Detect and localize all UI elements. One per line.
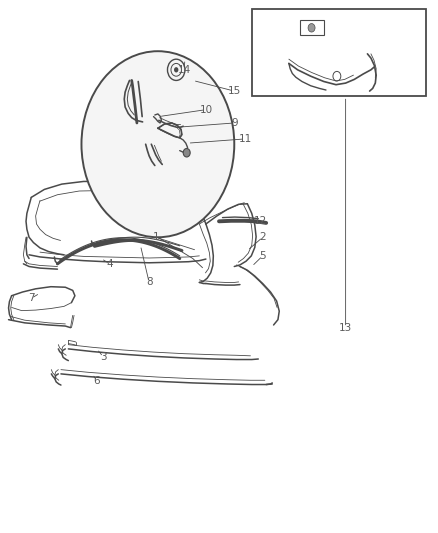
Circle shape [183, 149, 190, 157]
Circle shape [308, 23, 315, 32]
Text: 3: 3 [100, 352, 106, 362]
Text: 11: 11 [239, 134, 252, 144]
Text: 12: 12 [254, 216, 267, 227]
Text: 14: 14 [177, 65, 191, 75]
Text: 8: 8 [146, 278, 152, 287]
Text: 5: 5 [259, 251, 266, 261]
Circle shape [81, 51, 234, 237]
FancyBboxPatch shape [300, 20, 324, 35]
Text: 13: 13 [339, 322, 352, 333]
FancyBboxPatch shape [252, 9, 426, 96]
Text: 15: 15 [228, 86, 241, 96]
Text: 6: 6 [93, 376, 100, 386]
Text: 9: 9 [231, 118, 237, 128]
Text: 4: 4 [106, 259, 113, 269]
Text: 1: 1 [152, 232, 159, 243]
Text: 7: 7 [28, 293, 35, 303]
Circle shape [174, 67, 178, 72]
Text: 2: 2 [259, 232, 266, 243]
Text: 10: 10 [199, 104, 212, 115]
